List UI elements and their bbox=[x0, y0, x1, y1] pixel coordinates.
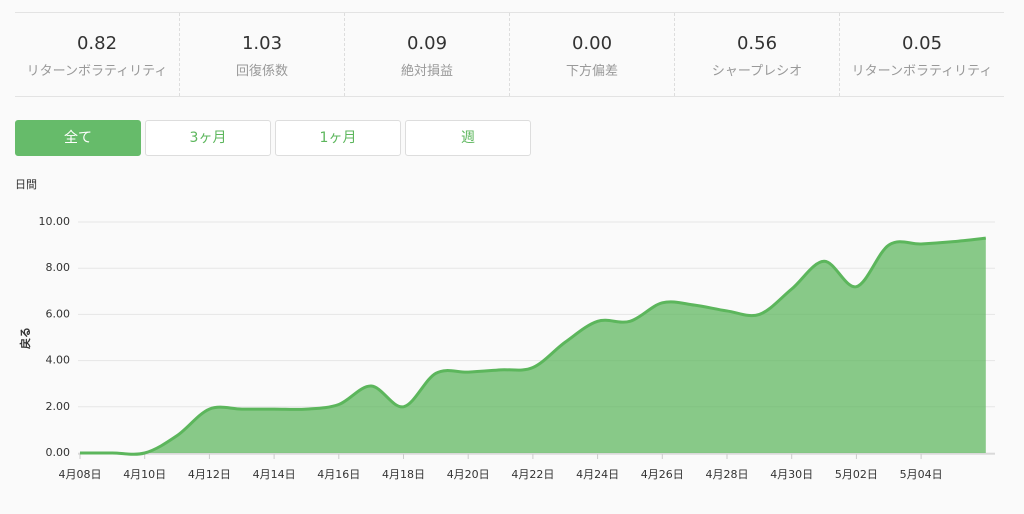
stat-cell: 0.05 リターンボラティリティ bbox=[839, 13, 1004, 96]
x-tick-label: 4月12日 bbox=[188, 468, 231, 481]
stat-label: シャープレシオ bbox=[711, 64, 803, 79]
y-tick-label: 4.00 bbox=[46, 354, 71, 367]
stat-label: 回復係数 bbox=[235, 64, 288, 79]
tab[interactable]: 全て bbox=[15, 120, 141, 156]
stat-value: 0.00 bbox=[571, 33, 613, 54]
x-tick-label: 4月16日 bbox=[317, 468, 360, 481]
chart-title: 日間 bbox=[15, 178, 37, 191]
y-axis-label: 戻る bbox=[18, 327, 32, 350]
chart: 戻る 0.00 2.00 4.00 6.00 8.00 10.00 4月08日 4月10日 4月… bbox=[18, 215, 995, 481]
stat-value: 0.09 bbox=[406, 33, 448, 54]
y-tick-label: 8.00 bbox=[46, 261, 71, 274]
tab[interactable]: 1ヶ月 bbox=[275, 120, 401, 156]
x-tick-label: 4月14日 bbox=[253, 468, 296, 481]
y-tick-label: 0.00 bbox=[46, 446, 71, 459]
stat-cell: 0.00 下方偏差 bbox=[509, 13, 674, 96]
x-tick-label: 5月04日 bbox=[900, 468, 943, 481]
stat-cell: 0.56 シャープレシオ bbox=[674, 13, 839, 96]
x-tick-label: 5月02日 bbox=[835, 468, 878, 481]
x-tick-label: 4月10日 bbox=[123, 468, 166, 481]
y-tick-label: 6.00 bbox=[46, 307, 71, 320]
stat-cell: 1.03 回復係数 bbox=[179, 13, 344, 96]
tabs: 全て 3ヶ月 1ヶ月週 bbox=[15, 120, 531, 156]
x-tick-label: 4月30日 bbox=[770, 468, 813, 481]
area bbox=[80, 238, 986, 455]
x-tick-label: 4月26日 bbox=[641, 468, 684, 481]
stat-cell: 0.82 リターンボラティリティ bbox=[15, 13, 179, 96]
stat-label: 絶対損益 bbox=[400, 64, 453, 79]
stat-label: 下方偏差 bbox=[565, 64, 618, 79]
y-tick-label: 2.00 bbox=[46, 400, 71, 413]
stat-value: 1.03 bbox=[241, 33, 283, 54]
stat-label: リターンボラティリティ bbox=[851, 64, 993, 79]
tab[interactable]: 週 bbox=[405, 120, 531, 156]
stat-cell: 0.09 絶対損益 bbox=[344, 13, 509, 96]
stat-label: リターンボラティリティ bbox=[26, 64, 168, 79]
y-tick-label: 10.00 bbox=[39, 215, 71, 228]
x-tick-label: 4月18日 bbox=[382, 468, 425, 481]
stat-value: 0.56 bbox=[736, 33, 778, 54]
x-tick-label: 4月22日 bbox=[511, 468, 554, 481]
stat-value: 0.82 bbox=[76, 33, 118, 54]
stat-value: 0.05 bbox=[901, 33, 943, 54]
x-tick-label: 4月20日 bbox=[447, 468, 490, 481]
line bbox=[80, 236, 986, 456]
x-tick-label: 4月08日 bbox=[59, 468, 102, 481]
tab[interactable]: 3ヶ月 bbox=[145, 120, 271, 156]
x-tick-label: 4月28日 bbox=[706, 468, 749, 481]
stats-row: 0.82 リターンボラティリティ 1.03 回復係数 0.09 絶対損益 0.00 下方偏差 0… bbox=[15, 12, 1004, 97]
x-tick-label: 4月24日 bbox=[576, 468, 619, 481]
